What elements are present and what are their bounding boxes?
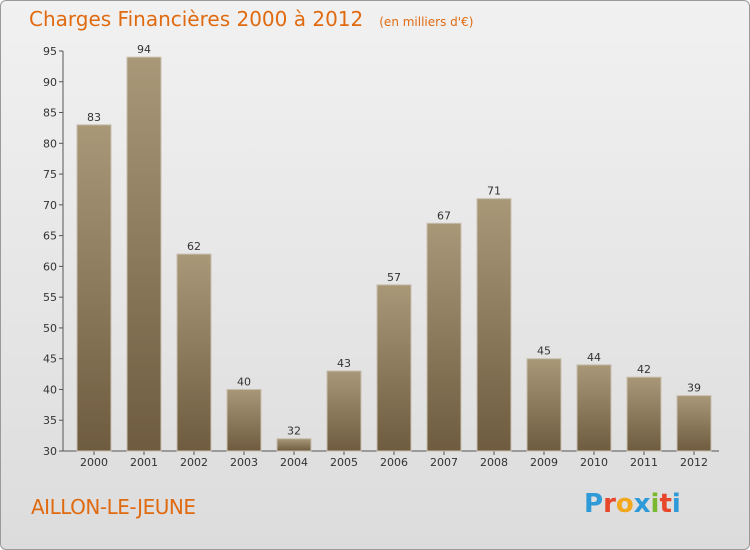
bar	[326, 370, 362, 452]
value-label: 62	[187, 240, 201, 253]
value-label: 40	[237, 375, 251, 388]
x-tick-label: 2008	[480, 456, 508, 469]
title-text: Charges Financières 2000 à 2012	[29, 7, 364, 31]
x-tick-label: 2003	[230, 456, 258, 469]
x-tick-label: 2004	[280, 456, 308, 469]
value-label: 94	[137, 43, 151, 56]
y-tick-label: 55	[43, 291, 57, 304]
x-tick-label: 2002	[180, 456, 208, 469]
value-label: 83	[87, 111, 101, 124]
place-name: AILLON-LE-JEUNE	[31, 495, 196, 519]
logo-letter: i	[650, 489, 660, 519]
value-label: 42	[637, 363, 651, 376]
value-label: 71	[487, 185, 501, 198]
value-label: 44	[587, 351, 601, 364]
x-tick-label: 2000	[80, 456, 108, 469]
logo-letter: t	[659, 489, 672, 519]
x-tick-label: 2011	[630, 456, 658, 469]
x-tick-label: 2005	[330, 456, 358, 469]
y-tick-label: 35	[43, 414, 57, 427]
logo-letter: o	[615, 489, 634, 519]
logo-letter: r	[603, 489, 616, 519]
bar	[376, 284, 412, 452]
bars	[76, 56, 712, 452]
value-label: 67	[437, 209, 451, 222]
y-tick-label: 50	[43, 322, 57, 335]
bar	[126, 56, 162, 452]
y-tick-label: 40	[43, 383, 57, 396]
axes: 30 35 40 45 50 55 60 65 70 75 80 85 90 95 2000 2001 2002…	[43, 45, 719, 469]
y-tick-label: 30	[43, 445, 57, 458]
bar	[226, 388, 262, 452]
x-tick-label: 2007	[430, 456, 458, 469]
y-tick-label: 60	[43, 260, 57, 273]
logo-letter: x	[633, 489, 651, 519]
x-tick-label: 2001	[130, 456, 158, 469]
proxiti-logo: Proxiti	[584, 489, 681, 519]
bar	[626, 376, 662, 452]
y-tick-label: 85	[43, 107, 57, 120]
logo-letter: P	[584, 489, 604, 519]
bar	[476, 198, 512, 452]
logo-letter: i	[671, 489, 681, 519]
bar	[526, 358, 562, 452]
chart-title: Charges Financières 2000 à 2012 (en milli…	[29, 7, 473, 31]
x-tick-label: 2012	[680, 456, 708, 469]
bar	[276, 438, 312, 452]
bar	[676, 395, 712, 452]
value-label: 43	[337, 357, 351, 370]
value-label: 32	[287, 425, 301, 438]
bar	[176, 253, 212, 452]
data-labels: 83 94 62 40 32 43 57 67 71 45 44 42 39	[87, 43, 701, 438]
value-label: 39	[687, 382, 701, 395]
y-tick-label: 45	[43, 353, 57, 366]
bar	[576, 364, 612, 452]
y-tick-label: 95	[43, 45, 57, 58]
bar	[76, 124, 112, 452]
y-tick-label: 75	[43, 168, 57, 181]
y-tick-label: 70	[43, 199, 57, 212]
x-tick-label: 2006	[380, 456, 408, 469]
value-label: 57	[387, 271, 401, 284]
unit-text: (en milliers d'€)	[379, 15, 474, 29]
y-tick-label: 80	[43, 137, 57, 150]
y-tick-label: 90	[43, 76, 57, 89]
x-tick-label: 2010	[580, 456, 608, 469]
value-label: 45	[537, 345, 551, 358]
x-tick-label: 2009	[530, 456, 558, 469]
bar	[426, 222, 462, 452]
y-tick-label: 65	[43, 230, 57, 243]
